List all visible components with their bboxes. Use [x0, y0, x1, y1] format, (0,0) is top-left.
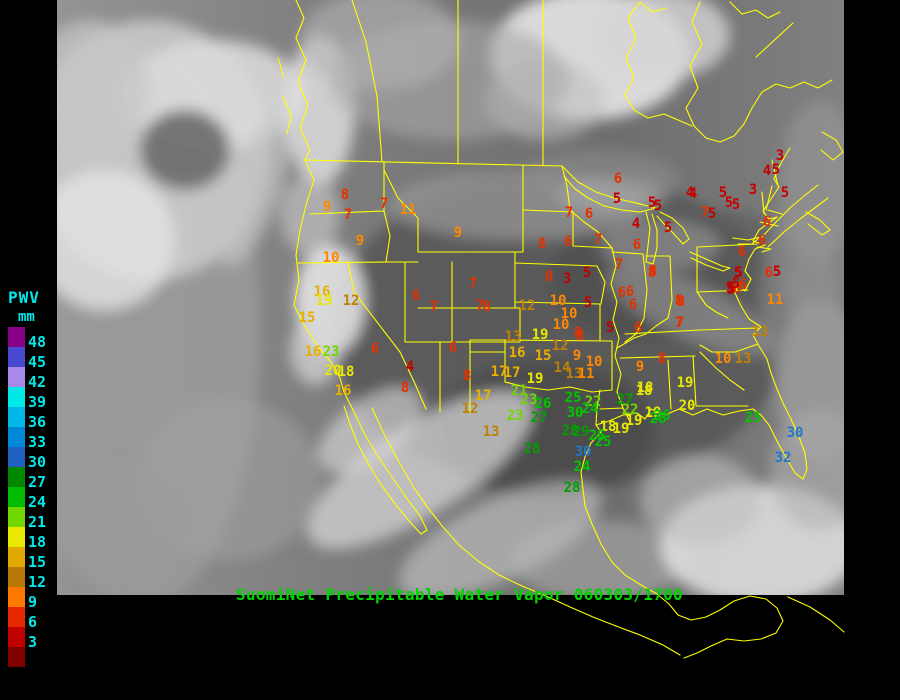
- legend-swatch: [8, 527, 25, 547]
- legend-swatch: [8, 627, 25, 647]
- legend-swatch: [8, 407, 25, 427]
- state-borders: [296, 159, 783, 426]
- legend-row: 45: [6, 347, 66, 371]
- legend-row: 3: [6, 627, 66, 651]
- legend-swatch: [8, 387, 25, 407]
- legend-swatch: [8, 647, 25, 667]
- legend-row: 30: [6, 447, 66, 471]
- legend-swatch: [8, 467, 25, 487]
- legend-label: 15: [28, 553, 47, 571]
- legend-row: 42: [6, 367, 66, 391]
- legend-row: 48: [6, 327, 66, 351]
- legend-swatch: [8, 547, 25, 567]
- legend-swatch: [8, 487, 25, 507]
- legend-row: 39: [6, 387, 66, 411]
- legend-swatch: [8, 587, 25, 607]
- legend-colorbar: 48 45 42 39 36 33 30 27 24 21 18 15 12 9 6 3: [6, 327, 66, 667]
- legend-swatch: [8, 427, 25, 447]
- satellite-imagery: [57, 0, 844, 595]
- legend-label: 42: [28, 373, 47, 391]
- legend-label: 6: [28, 613, 38, 631]
- coastlines: [277, 0, 845, 659]
- map-title: SuomiNet Precipitable Water Vapor 060303…: [236, 585, 683, 604]
- pwv-legend: PWV mm 48 45 42 39 36 33 30 27 24 21 18 15 12 9 6 3: [6, 288, 66, 667]
- legend-label: 39: [28, 393, 47, 411]
- legend-row: 21: [6, 507, 66, 531]
- legend-label: 12: [28, 573, 47, 591]
- legend-swatch: [8, 327, 25, 347]
- legend-swatch: [8, 347, 25, 367]
- legend-label: 24: [28, 493, 47, 511]
- legend-row: 33: [6, 427, 66, 451]
- legend-row: 9: [6, 587, 66, 611]
- legend-swatch: [8, 567, 25, 587]
- legend-swatch: [8, 367, 25, 387]
- legend-label: 30: [28, 453, 47, 471]
- legend-label: 3: [28, 633, 38, 651]
- legend-swatch: [8, 507, 25, 527]
- legend-row: [6, 647, 66, 667]
- legend-label: 27: [28, 473, 47, 491]
- legend-row: 18: [6, 527, 66, 551]
- great-lakes: [561, 165, 761, 272]
- legend-label: 48: [28, 333, 47, 351]
- legend-row: 15: [6, 547, 66, 571]
- legend-title: PWV: [8, 288, 40, 307]
- legend-label: 45: [28, 353, 47, 371]
- legend-row: 27: [6, 467, 66, 491]
- legend-unit: mm: [18, 309, 35, 325]
- legend-row: 24: [6, 487, 66, 511]
- legend-label: 36: [28, 413, 47, 431]
- canada-borders: [304, 0, 844, 248]
- legend-row: 6: [6, 607, 66, 631]
- legend-label: 21: [28, 513, 47, 531]
- legend-label: 33: [28, 433, 47, 451]
- legend-swatch: [8, 447, 25, 467]
- legend-swatch: [8, 607, 25, 627]
- legend-label: 18: [28, 533, 47, 551]
- legend-label: 9: [28, 593, 38, 611]
- legend-row: 36: [6, 407, 66, 431]
- legend-row: 12: [6, 567, 66, 591]
- geography-borders: [277, 0, 845, 659]
